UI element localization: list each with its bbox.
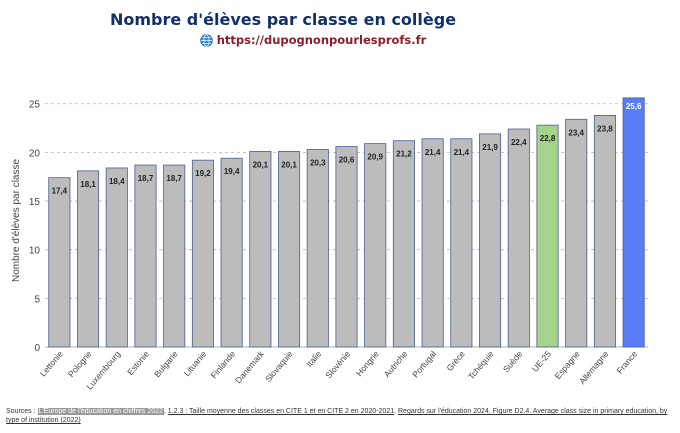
x-tick-label: Hongrie — [354, 349, 381, 378]
data-label: 18,1 — [80, 180, 96, 189]
bar — [134, 164, 157, 348]
bar — [392, 140, 415, 348]
y-tick-label: 25 — [29, 100, 41, 111]
y-tick-label: 0 — [34, 343, 40, 354]
bar — [421, 138, 444, 348]
bar — [220, 157, 243, 348]
data-label: 18,4 — [109, 177, 125, 186]
data-label: 25,6 — [626, 102, 642, 111]
bar-chart: 0 5 10 15 20 25 Nombre d'élèves par classe 17,4… — [11, 97, 648, 391]
bar — [249, 151, 272, 348]
source-ref-2[interactable]: 1.2.3 : Taille moyenne des classes en CI… — [167, 408, 395, 415]
data-label: 23,8 — [597, 124, 613, 133]
x-tick-label: Allemagne — [577, 349, 611, 386]
data-label: 22,4 — [511, 138, 527, 147]
data-label: 21,2 — [396, 150, 412, 159]
data-label: 20,1 — [281, 160, 297, 169]
x-tick-label: Lettonie — [38, 349, 65, 379]
source-link-row[interactable]: https://dupognonpourlesprofs.fr — [0, 33, 626, 47]
x-tick-label: France — [615, 349, 640, 376]
x-tick-label: Espagne — [553, 349, 582, 381]
data-label: 21,9 — [482, 143, 498, 152]
sources-sep-2: , — [394, 408, 398, 415]
x-tick-label: Slovénie — [323, 349, 352, 381]
y-tick-label: 15 — [29, 197, 41, 208]
sources-note: Sources : L'Europe de l'éducation en chi… — [6, 407, 674, 425]
x-tick-label: Tchéquie — [466, 349, 496, 382]
data-label: 20,6 — [339, 156, 355, 165]
data-label: 18,7 — [138, 174, 154, 183]
y-tick-label: 10 — [29, 246, 41, 257]
bar — [48, 177, 71, 348]
data-label: 21,4 — [425, 148, 441, 157]
bar — [622, 97, 645, 348]
bar — [335, 146, 358, 348]
globe-icon — [200, 34, 213, 47]
chart-title: Nombre d'élèves par classe en collège — [109, 10, 457, 29]
data-label: 20,1 — [253, 160, 269, 169]
x-tick-label: Finlande — [209, 349, 238, 381]
bar — [364, 143, 387, 348]
y-tick-label: 20 — [29, 148, 41, 159]
y-axis-label: Nombre d'élèves par classe — [11, 159, 22, 283]
y-tick-label: 5 — [34, 294, 40, 305]
x-tick-label: Grèce — [444, 349, 467, 373]
bar — [450, 138, 473, 348]
data-label: 20,9 — [367, 153, 383, 162]
bar — [565, 118, 588, 348]
x-tick-label: Pologne — [66, 349, 94, 380]
bar — [536, 124, 559, 348]
data-label: 21,4 — [454, 148, 470, 157]
data-label: 18,7 — [166, 174, 182, 183]
bar — [507, 128, 530, 348]
x-tick-label: Slovaquie — [263, 349, 295, 384]
x-tick-label: Danemark — [233, 348, 266, 385]
x-tick-label: Bulgarie — [152, 349, 180, 380]
x-tick-label: Portugal — [410, 349, 438, 380]
data-label: 17,4 — [52, 187, 68, 196]
x-tick-label: Autriche — [382, 349, 410, 380]
data-label: 19,4 — [224, 167, 240, 176]
source-ref-1[interactable]: L'Europe de l'éducation en chiffres 2022 — [37, 408, 164, 415]
bar — [479, 133, 502, 348]
bar — [593, 115, 616, 348]
source-link[interactable]: https://dupognonpourlesprofs.fr — [216, 33, 427, 47]
data-label: 20,3 — [310, 158, 326, 167]
x-tick-label: Estonie — [125, 349, 151, 377]
bar — [278, 151, 301, 348]
bar — [306, 149, 329, 348]
data-label: 22,8 — [540, 134, 556, 143]
bar — [163, 164, 186, 348]
bar — [105, 167, 128, 348]
bar — [77, 170, 100, 348]
x-tick-label: Suède — [501, 349, 525, 374]
data-label: 23,4 — [568, 128, 584, 137]
source-ref-3[interactable]: Regards sur l'éducation 2024, Figure D2.… — [6, 408, 668, 424]
x-tick-label: UE-25 — [530, 349, 553, 374]
sources-prefix: Sources : — [6, 408, 38, 415]
x-tick-label: Italie — [304, 349, 323, 369]
x-tick-label: Lituanie — [182, 349, 209, 378]
bar — [191, 159, 214, 348]
sources-sep-1: , — [163, 408, 168, 415]
data-label: 19,2 — [195, 169, 211, 178]
